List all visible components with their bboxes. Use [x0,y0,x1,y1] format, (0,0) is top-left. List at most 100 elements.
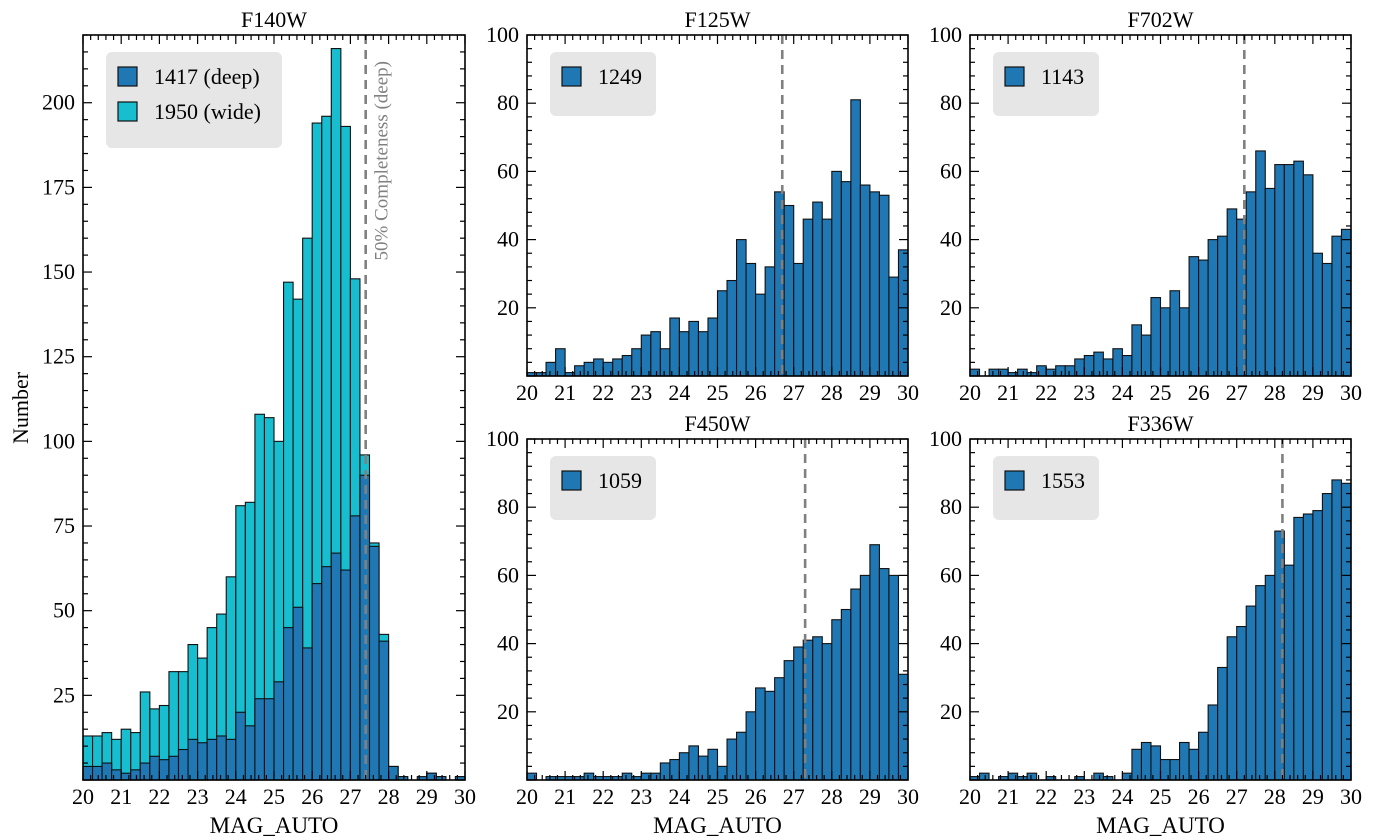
x-tick-label: 23 [1073,784,1095,809]
x-tick-label: 26 [1188,784,1210,809]
y-tick-label: 20 [940,295,962,320]
x-tick-label: 28 [378,784,400,809]
bar [1169,290,1181,377]
series-1 [526,99,909,377]
bar [1302,174,1314,377]
y-tick-label: 200 [42,90,75,115]
bar [1064,365,1076,377]
bar [821,218,833,377]
legend: 1249 [550,52,656,116]
y-tick-label: 20 [497,295,519,320]
bar [755,687,766,781]
x-tick-label: 21 [554,380,576,405]
x-tick-label: 27 [339,784,361,809]
bar [1150,745,1162,781]
x-tick-label: 29 [1302,784,1324,809]
bar [1198,731,1209,781]
x-tick-label: 22 [148,784,170,809]
x-tick-label: 26 [745,380,767,405]
bar [1179,741,1190,781]
bar [793,646,804,781]
bar [621,772,633,781]
bar [726,279,738,377]
bar [1207,704,1219,781]
x-tick-label: 27 [1226,380,1248,405]
x-tick-label: 27 [1226,784,1248,809]
x-tick-label: 24 [668,380,690,405]
bar [764,266,776,377]
bar [1207,239,1219,377]
bar [311,583,323,781]
bar [745,711,757,781]
bar [1264,574,1276,781]
bar [583,361,595,377]
bar [650,331,661,377]
legend-label: 1059 [598,468,642,493]
panel-title: F336W [1128,411,1194,436]
legend: 1143 [993,52,1099,116]
y-tick-label: 100 [486,426,519,451]
y-tick-label: 80 [497,494,519,519]
y-tick-label: 150 [42,259,75,284]
panel-title: F125W [685,7,751,32]
x-tick-label: 21 [997,784,1019,809]
x-tick-label: 28 [1264,784,1286,809]
bar [302,647,313,781]
bar [216,735,227,781]
x-tick-label: 26 [1188,380,1210,405]
bar [130,769,141,781]
completeness-label: 50% Completeness (deep) [372,61,393,260]
bar [659,348,671,377]
bar [745,262,757,377]
y-tick-label: 20 [497,699,519,724]
y-tick-label: 100 [929,22,962,47]
bar [812,636,823,781]
x-axis-label: MAG_AUTO [653,813,782,838]
bar [263,698,275,781]
bar [802,218,814,377]
bar [206,738,218,781]
bar [168,755,180,781]
x-tick-label: 29 [1302,380,1324,405]
panel-f140w: 50% Completeness (deep) 20 21 22 23 24 25 26 27 2… [42,7,476,838]
bar [840,181,852,377]
bar [716,290,728,377]
x-tick-label: 28 [1264,380,1286,405]
series-1 [82,47,466,781]
bar [1312,252,1323,377]
x-tick-label: 25 [1150,380,1172,405]
bar [1217,235,1228,377]
bar [1226,208,1238,377]
bar [378,640,390,781]
bar [1093,351,1104,377]
bar [273,681,285,781]
bar [1245,605,1257,781]
bar [1179,307,1190,377]
bar [888,276,900,377]
y-tick-label: 40 [940,631,962,656]
y-tick-label: 100 [486,22,519,47]
bar [688,745,699,781]
x-tick-label: 24 [225,784,247,809]
bar [1293,516,1304,781]
bar [1188,256,1200,377]
bar [735,239,747,377]
bar [831,170,842,377]
x-tick-label: 30 [1340,380,1362,405]
x-tick-label: 20 [516,784,538,809]
bar [139,762,151,781]
bar [850,588,861,781]
x-tick-label: 22 [1035,784,1057,809]
x-tick-label: 21 [554,784,576,809]
bar [774,677,785,781]
bar [1102,358,1114,377]
x-tick-label: 29 [416,784,438,809]
x-tick-label: 22 [592,784,614,809]
legend-label: 1249 [598,64,642,89]
x-tick-label: 22 [1035,380,1057,405]
bar [1283,164,1295,377]
y-tick-label: 40 [497,631,519,656]
bar [621,354,633,377]
bar [697,755,709,781]
